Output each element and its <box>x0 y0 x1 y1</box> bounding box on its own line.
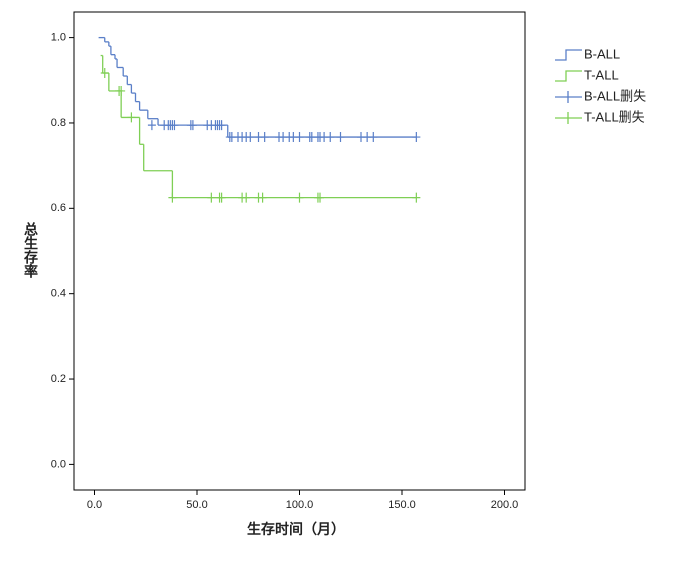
censor-mark <box>295 132 304 143</box>
legend-label: B-ALL删失 <box>584 88 646 103</box>
censor-mark <box>242 192 251 203</box>
legend-symbol <box>555 70 582 82</box>
legend-symbol <box>555 49 582 61</box>
x-tick-label: 50.0 <box>186 499 207 511</box>
censor-mark <box>412 192 421 203</box>
censor-mark <box>246 132 255 143</box>
censor-mark <box>100 68 109 79</box>
censor-mark <box>295 192 304 203</box>
y-tick-label: 0.0 <box>51 458 66 470</box>
x-axis-label: 生存时间（月） <box>247 521 345 538</box>
censor-mark <box>316 192 324 203</box>
censor-mark <box>217 120 226 131</box>
censor-mark <box>217 192 226 203</box>
censor-mark <box>188 120 197 131</box>
legend-label: T-ALL删失 <box>584 109 645 124</box>
censor-mark <box>336 132 345 143</box>
x-tick-label: 100.0 <box>286 499 314 511</box>
censor-mark <box>412 132 421 143</box>
censor-mark <box>127 112 136 123</box>
censor-mark <box>147 120 156 131</box>
y-tick-label: 0.6 <box>51 202 66 214</box>
legend-label: T-ALL <box>584 67 619 82</box>
plot-frame <box>73 11 526 491</box>
censor-mark <box>326 132 335 143</box>
y-tick-label: 1.0 <box>51 32 66 44</box>
legend-label: B-ALL <box>584 46 620 61</box>
y-tick-label: 0.8 <box>51 117 66 129</box>
x-tick-label: 0.0 <box>87 499 102 511</box>
censor-mark <box>258 192 267 203</box>
x-tick-label: 200.0 <box>491 499 519 511</box>
censor-mark <box>207 192 216 203</box>
y-tick-label: 0.4 <box>51 288 66 300</box>
censor-mark <box>117 85 126 96</box>
x-tick-label: 150.0 <box>388 499 416 511</box>
y-axis-label: 总生存率 <box>22 221 38 279</box>
censor-mark <box>170 120 179 131</box>
censor-mark <box>369 132 378 143</box>
censor-mark <box>168 192 177 203</box>
y-tick-label: 0.2 <box>51 373 66 385</box>
censor-mark <box>260 132 269 143</box>
legend-symbol <box>555 112 582 124</box>
legend-symbol <box>555 91 582 103</box>
